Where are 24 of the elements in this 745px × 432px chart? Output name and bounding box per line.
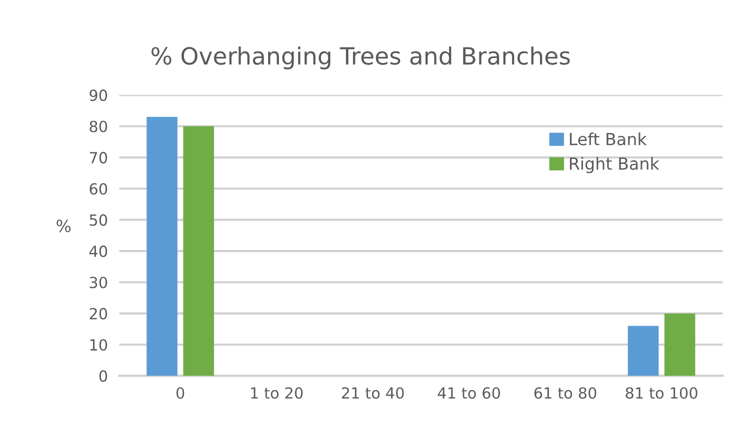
y-tick-label: 0 <box>99 370 108 382</box>
y-tick-label: 70 <box>90 152 108 164</box>
y-axis-title: % <box>56 220 71 232</box>
x-tick-label: 61 to 80 <box>534 387 596 399</box>
bar <box>146 116 178 376</box>
x-tick-label: 0 <box>176 387 184 399</box>
legend-label: Right Bank <box>570 156 660 174</box>
x-tick-label: 1 to 20 <box>251 387 303 399</box>
y-tick-label: 80 <box>90 120 108 132</box>
bar <box>183 126 214 376</box>
x-tick-label: 41 to 60 <box>438 387 500 399</box>
y-tick-label: 60 <box>90 183 108 195</box>
legend-label: Left Bank <box>570 132 647 146</box>
bar <box>628 326 659 376</box>
x-tick-label: 21 to 40 <box>342 387 404 399</box>
bar <box>664 313 696 376</box>
y-tick-label: 40 <box>89 246 108 258</box>
y-tick-label: 30 <box>90 276 108 288</box>
x-tick-label: 81 to 100 <box>626 387 698 399</box>
y-tick-label: 90 <box>90 90 108 102</box>
y-tick-label: 10 <box>90 339 108 351</box>
chart-title: % Overhanging Trees and Branches <box>152 46 570 70</box>
y-tick-label: 20 <box>90 308 108 320</box>
y-tick-label: 50 <box>90 214 108 226</box>
